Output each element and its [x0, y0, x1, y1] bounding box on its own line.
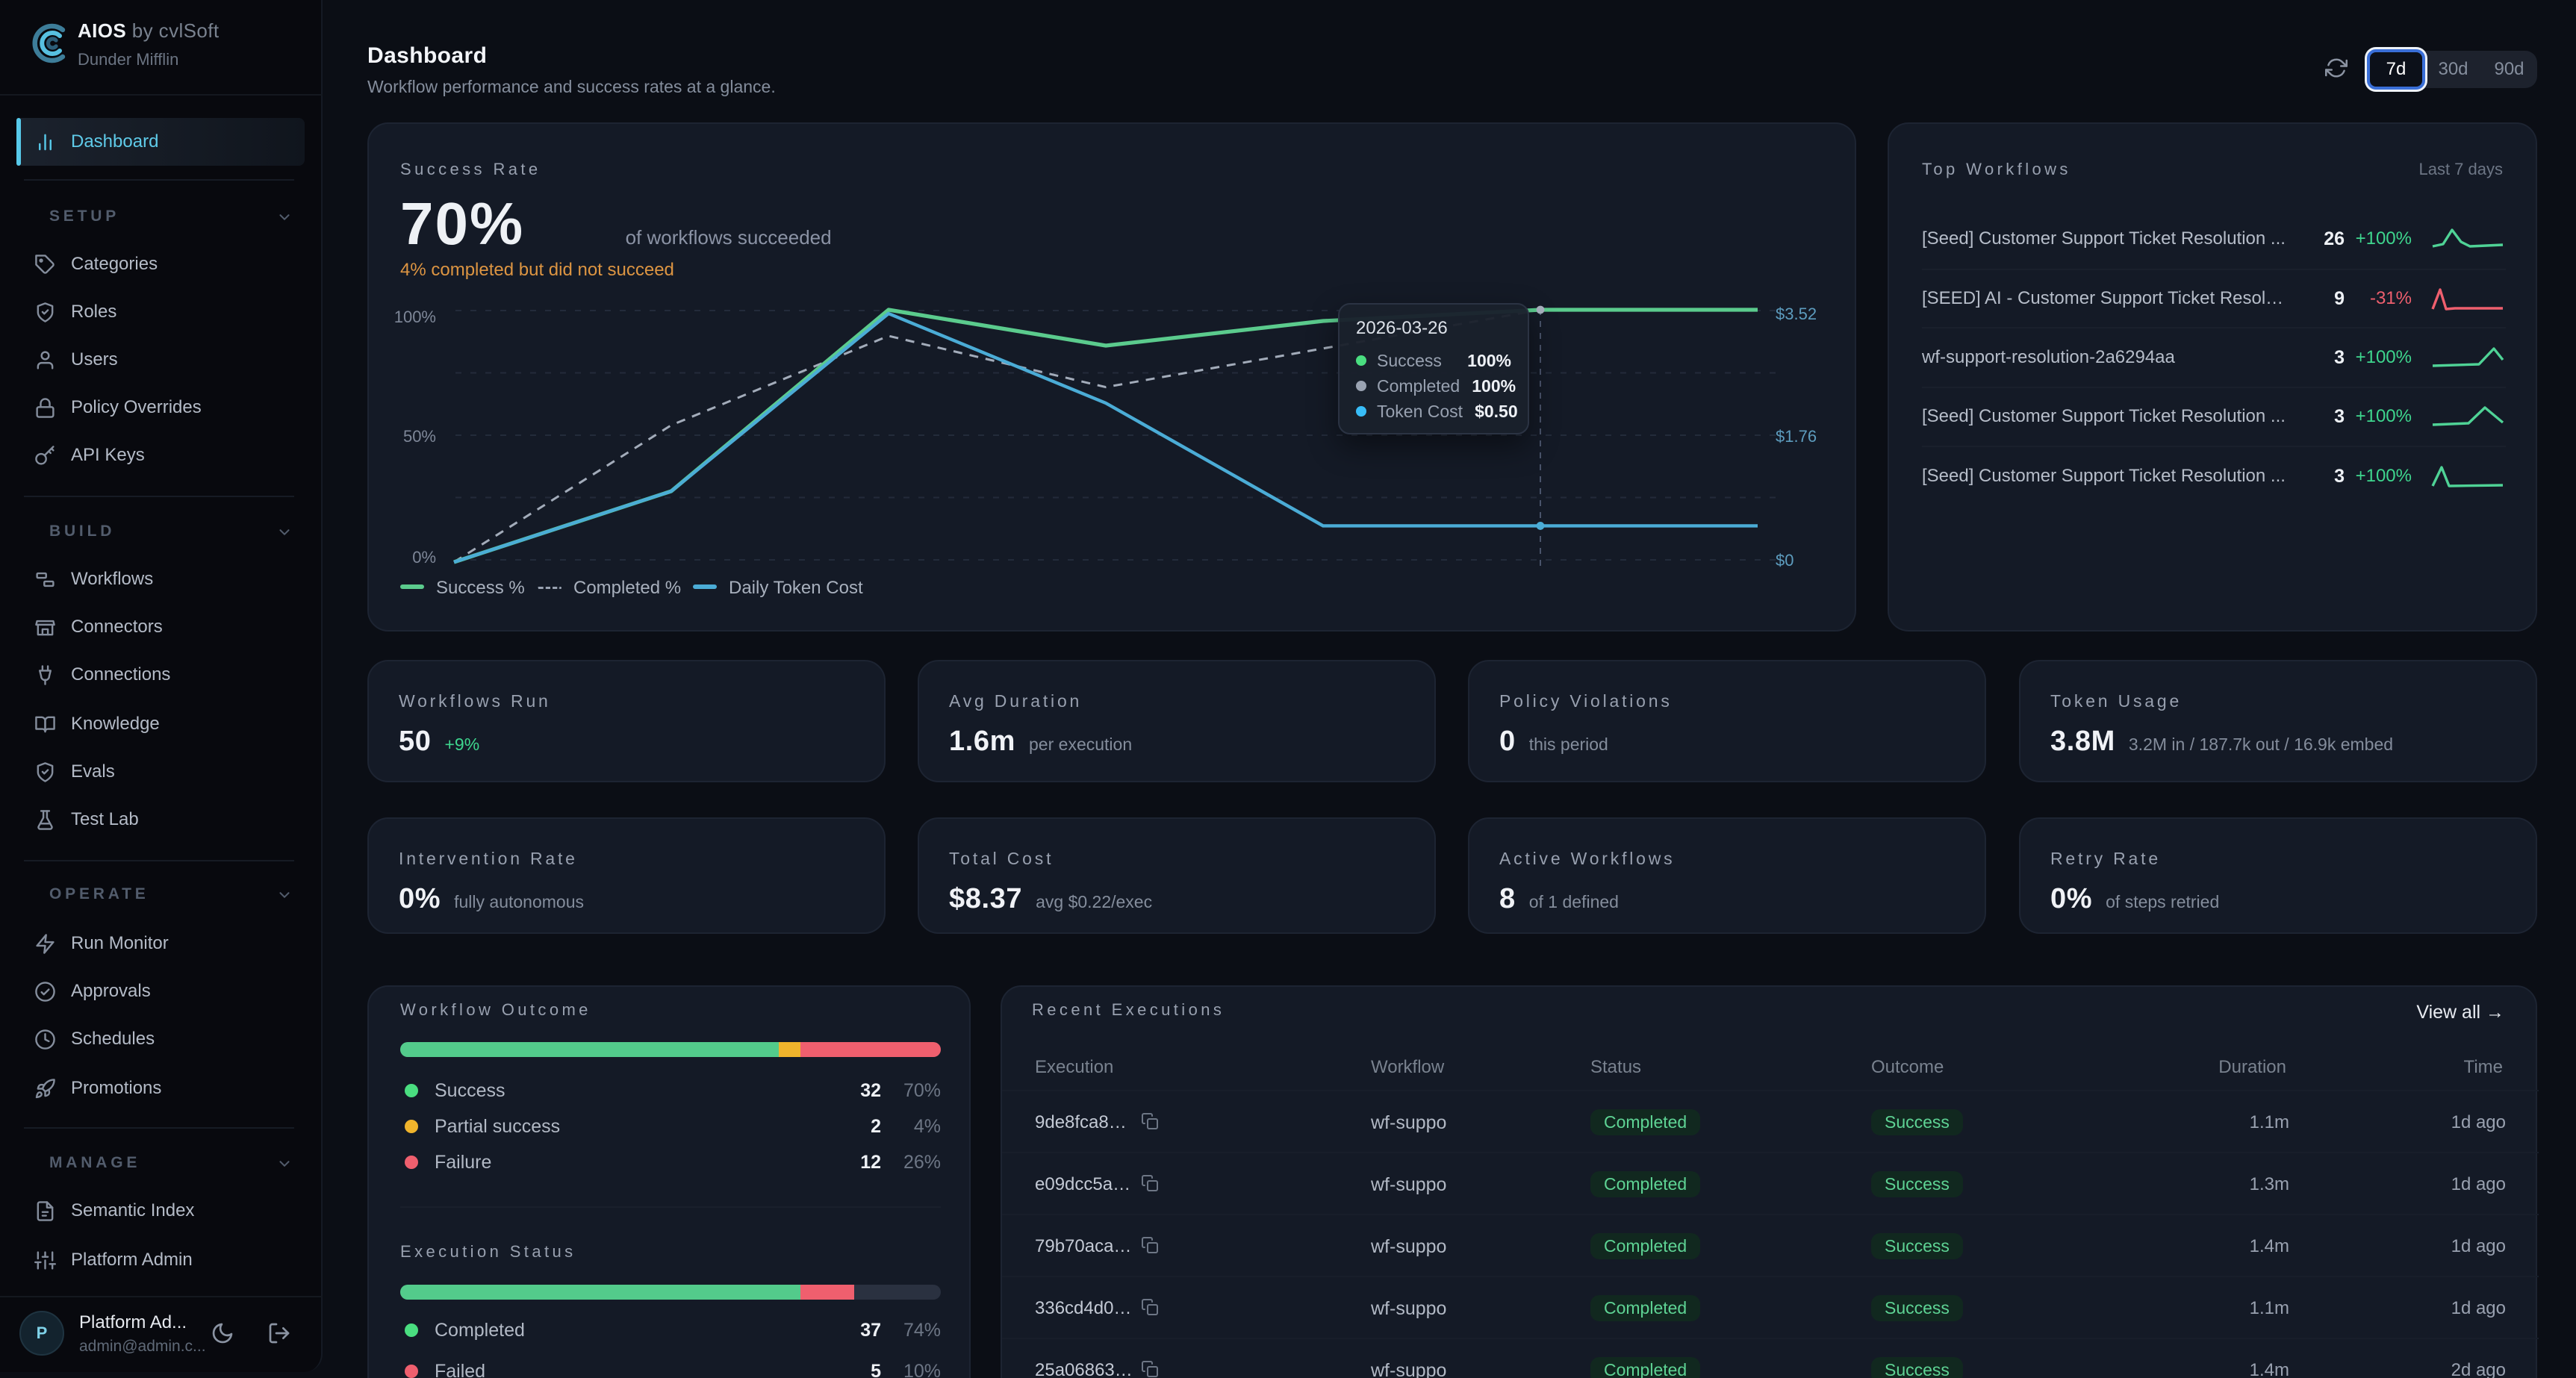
- svg-text:50%: 50%: [403, 427, 436, 446]
- svg-text:$3.52: $3.52: [1776, 305, 1817, 323]
- svg-text:100%: 100%: [394, 308, 436, 326]
- svg-text:$0: $0: [1776, 551, 1793, 570]
- svg-text:0%: 0%: [412, 548, 436, 567]
- svg-text:$1.76: $1.76: [1776, 427, 1817, 446]
